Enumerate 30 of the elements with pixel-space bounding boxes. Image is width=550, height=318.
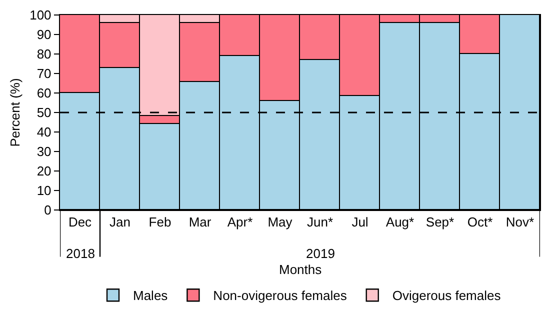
y-tick-label: 10 <box>36 183 52 198</box>
y-tick-label: 50 <box>36 105 52 120</box>
y-tick-label: 60 <box>36 86 52 101</box>
text: 2019 <box>306 246 335 261</box>
x-tick-label: Aug* <box>386 214 414 230</box>
y-tick-label: 30 <box>36 144 52 160</box>
y-tick-label: 20 <box>36 164 52 179</box>
y-tick-label: 80 <box>36 46 52 62</box>
x-tick-label: Sep* <box>426 214 454 230</box>
legend-label: Ovigerous females <box>392 288 502 304</box>
x-tick-label: Apr* <box>227 214 253 230</box>
legend-label: Non-ovigerous females <box>213 288 348 304</box>
x-tick-label: Jun* <box>306 214 334 230</box>
y-tick-label: 100 <box>30 8 52 23</box>
legend-label: Males <box>133 288 168 304</box>
x-tick-label: May <box>268 214 293 230</box>
y-axis-title: Percent (%) <box>8 78 23 147</box>
text: 2018 <box>66 246 95 261</box>
x-tick-label: Jul <box>352 214 368 230</box>
y-tick-label: 70 <box>36 66 52 82</box>
x-tick-label: Oct* <box>467 214 493 230</box>
y-tick-label: 40 <box>36 124 52 140</box>
x-axis-title: Months <box>279 262 322 277</box>
x-tick-label: Dec <box>68 214 92 230</box>
x-tick-label: Nov* <box>506 214 534 230</box>
x-tick-label: Jan <box>110 214 130 230</box>
y-tick-label: 90 <box>36 27 52 42</box>
x-tick-label: Mar <box>188 214 212 230</box>
x-tick-label: Feb <box>148 214 172 230</box>
y-tick-label: 0 <box>44 202 52 218</box>
